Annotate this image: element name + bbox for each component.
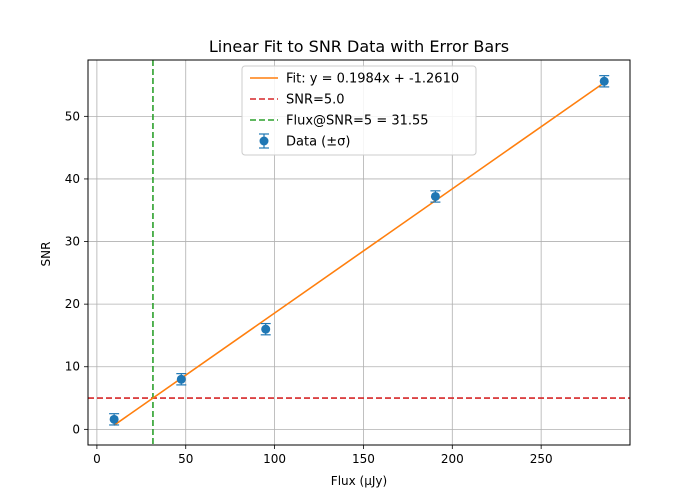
legend-entry-label: Data (±σ) bbox=[286, 135, 350, 150]
legend-box bbox=[241, 65, 477, 156]
x-tick-label: 150 bbox=[352, 452, 375, 466]
chart-title: Linear Fit to SNR Data with Error Bars bbox=[209, 37, 509, 56]
legend-swatch-point bbox=[259, 136, 269, 146]
y-tick-label: 10 bbox=[65, 360, 80, 374]
x-tick-label: 250 bbox=[530, 452, 553, 466]
y-axis-label: SNR bbox=[39, 242, 53, 267]
fit-line-layer bbox=[113, 81, 605, 426]
legend-entry-label: SNR=5.0 bbox=[286, 93, 345, 108]
y-tick-label: 50 bbox=[65, 109, 80, 123]
data-point bbox=[261, 324, 271, 334]
y-tick-label: 40 bbox=[65, 172, 80, 186]
y-axis-ticks: 0 10 20 30 40 50 bbox=[65, 109, 88, 436]
data-point bbox=[599, 76, 609, 86]
data-points-layer bbox=[109, 75, 610, 426]
x-axis-label: Flux (μJy) bbox=[331, 474, 387, 488]
data-point bbox=[430, 191, 440, 201]
legend-entry-label: Flux@SNR=5 = 31.55 bbox=[286, 114, 429, 129]
y-tick-label: 0 bbox=[72, 422, 80, 436]
x-tick-label: 100 bbox=[263, 452, 286, 466]
fit-line bbox=[113, 81, 605, 426]
y-tick-label: 20 bbox=[65, 297, 80, 311]
reference-lines bbox=[88, 60, 630, 445]
legend-entry-label: Fit: y = 0.1984x + -1.2610 bbox=[286, 72, 459, 87]
data-point bbox=[109, 414, 119, 424]
data-point bbox=[176, 374, 186, 384]
x-tick-label: 200 bbox=[441, 452, 464, 466]
x-tick-label: 0 bbox=[93, 452, 101, 466]
x-tick-label: 50 bbox=[178, 452, 193, 466]
x-axis-ticks: 0 50 100 150 200 250 bbox=[93, 445, 553, 466]
y-tick-label: 30 bbox=[65, 235, 80, 249]
legend: Fit: y = 0.1984x + -1.2610 SNR=5.0 Flux@SN… bbox=[241, 65, 477, 156]
plot-frame bbox=[87, 59, 631, 446]
